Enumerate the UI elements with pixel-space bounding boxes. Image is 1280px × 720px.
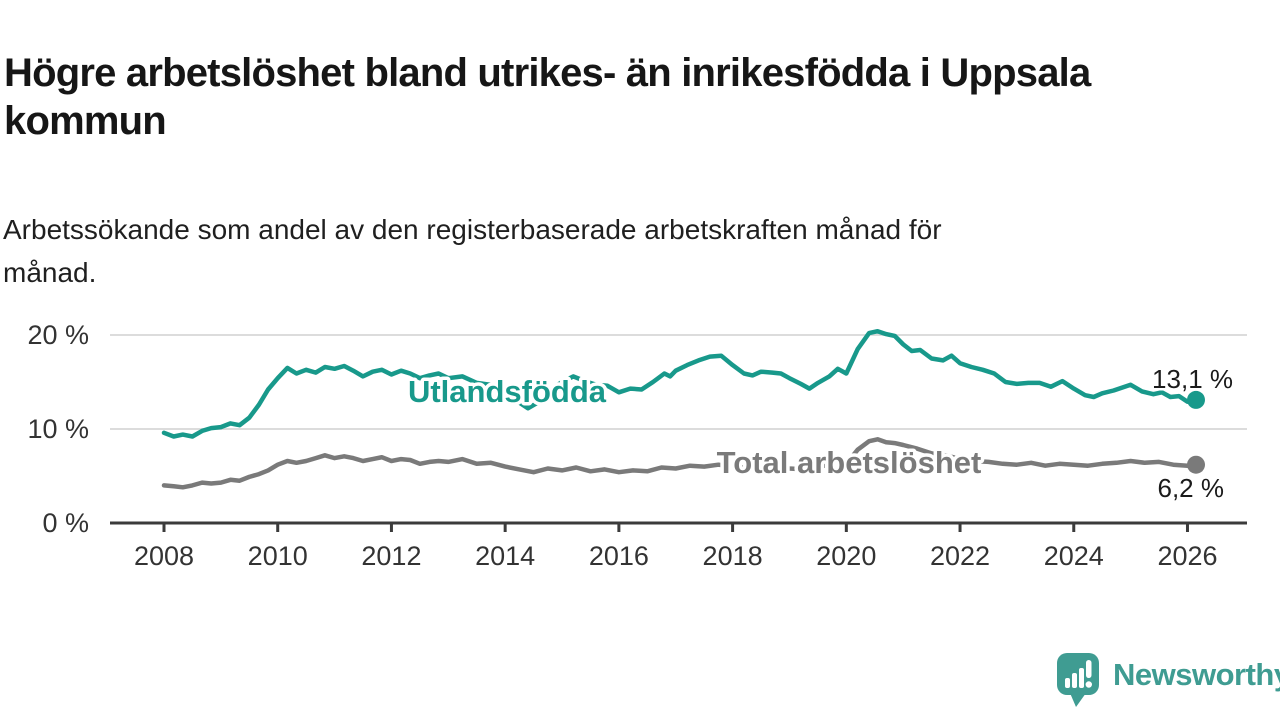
x-axis-label-2008: 2008 (134, 541, 194, 571)
x-axis-label-2020: 2020 (816, 541, 876, 571)
x-axis-label-2016: 2016 (589, 541, 649, 571)
series-end-dot-total (1187, 455, 1205, 474)
chart-subtitle: Arbetssökande som andel av den registerb… (3, 208, 1223, 294)
y-axis-label-0: 0 % (42, 508, 89, 538)
logo-chart-bars-icon (1065, 668, 1084, 688)
logo-bubble (1057, 653, 1099, 695)
chart-subtitle-line1: Arbetssökande som andel av den registerb… (3, 214, 942, 245)
newsworthy-logo-icon (1057, 653, 1099, 707)
x-axis-label-2010: 2010 (248, 541, 308, 571)
series-layer (161, 328, 1205, 490)
logo-exclamation-icon (1085, 660, 1092, 688)
x-axis-label-2012: 2012 (361, 541, 421, 571)
x-axis-label-2014: 2014 (475, 541, 535, 571)
x-axis-label-2018: 2018 (703, 541, 763, 571)
series-end-dot-utlandsfodda (1187, 390, 1205, 409)
series-label-utlandsfodda: Utlandsfödda (408, 374, 607, 409)
series-label-total-arbetsloshet: Total arbetslöshet (717, 445, 982, 480)
x-axis-label-2024: 2024 (1044, 541, 1104, 571)
series-line-utlandsfodda (161, 328, 1199, 439)
end-value-label-utlandsfodda: 13,1 % (1152, 364, 1233, 394)
brand-wordmark: Newsworthy (1113, 657, 1280, 692)
chart-canvas: 0 % 10 % 20 % 2008 2010 2012 2014 2016 2018 2020… (27, 320, 1247, 571)
y-axis-label-10: 10 % (27, 414, 89, 444)
y-axis-label-20: 20 % (27, 320, 89, 350)
x-axis-label-2022: 2022 (930, 541, 990, 571)
page-title: Högre arbetslöshet bland utrikes- än inr… (4, 49, 1254, 145)
x-axis-tick-layer: 2008 2010 2012 2014 2016 2018 2020 2022 2024 2026 (134, 523, 1218, 571)
chart-subtitle-line2: månad. (3, 257, 97, 288)
page-title-line2: kommun (4, 98, 167, 143)
gridline-layer: 0 % 10 % 20 % (27, 320, 1247, 538)
series-line-total (161, 437, 1199, 490)
newsworthy-branding: Newsworthy (1056, 652, 1280, 708)
x-axis-label-2026: 2026 (1157, 541, 1217, 571)
line-chart: 0 % 10 % 20 % 2008 2010 2012 2014 2016 2018 2020… (0, 295, 1280, 605)
logo-bubble-tail (1070, 693, 1086, 707)
page-title-line1: Högre arbetslöshet bland utrikes- än inr… (4, 50, 1091, 95)
end-value-label-total: 6,2 % (1158, 473, 1225, 503)
